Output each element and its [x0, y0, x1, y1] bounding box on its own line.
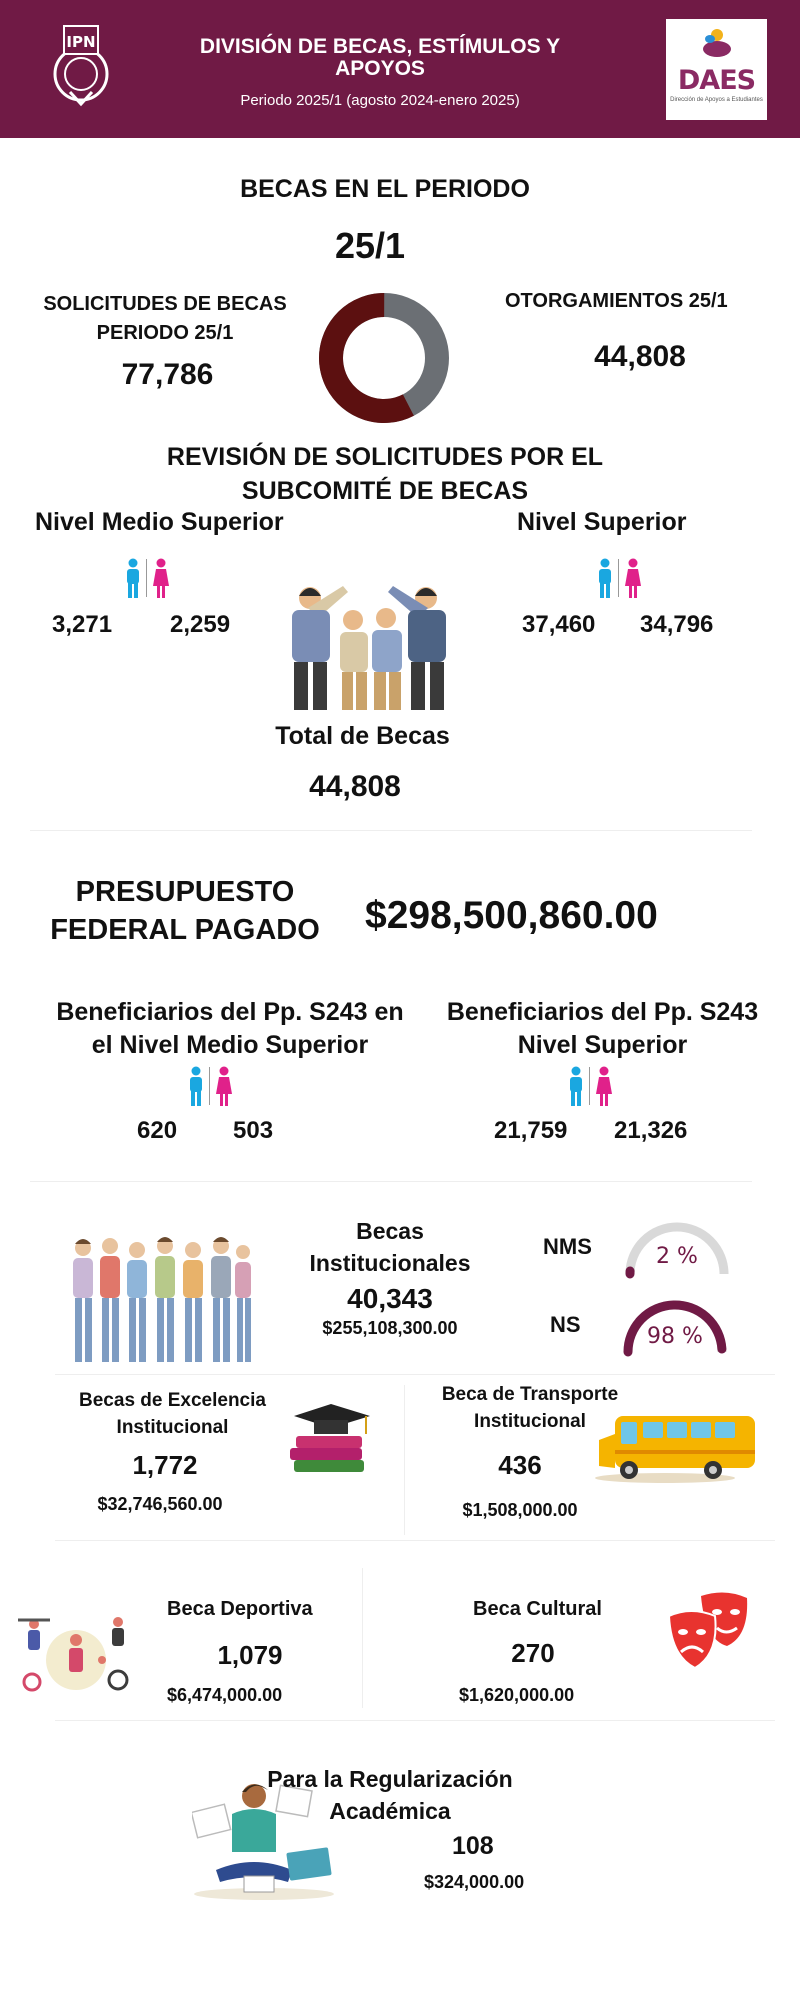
solicitudes-value: 77,786 — [121, 358, 214, 391]
revision-nms-label: Nivel Medio Superior — [35, 508, 284, 536]
total-becas-label: Total de Becas — [275, 722, 450, 750]
student-group-illustration — [73, 1237, 251, 1362]
s243-nms-gender-icons — [188, 1066, 233, 1106]
theater-masks-icon — [667, 1592, 748, 1670]
ipn-logo-icon: IPN — [53, 25, 109, 107]
institucionales-count: 40,343 — [347, 1283, 433, 1314]
becas-periodo-period: 25/1 — [334, 225, 406, 266]
male-icon — [127, 558, 139, 598]
becas-periodo-title: BECAS EN EL PERIODO — [240, 175, 530, 203]
revision-ns-male: 37,460 — [522, 611, 596, 638]
deportiva-amount: $6,474,000.00 — [167, 1685, 283, 1705]
transporte-count: 436 — [498, 1450, 542, 1480]
page-title: DIVISIÓN DE BECAS, ESTÍMULOS Y APOYOS — [199, 35, 561, 80]
divider — [30, 1181, 752, 1182]
school-bus-icon — [595, 1416, 755, 1483]
daes-logo-subtext: Dirección de Apoyos a Estudiantes — [670, 97, 763, 103]
revision-ns-label: Nivel Superior — [517, 508, 687, 536]
divider — [55, 1720, 775, 1721]
student-studying-illustration — [192, 1784, 334, 1900]
presupuesto-label: PRESUPUESTO FEDERAL PAGADO — [50, 876, 320, 946]
revision-title: REVISIÓN DE SOLICITUDES POR EL SUBCOMITÉ… — [166, 443, 604, 505]
header-period: Periodo 2025/1 (agosto 2024-enero 2025) — [240, 92, 520, 109]
male-icon — [190, 1066, 202, 1106]
graduation-cap-books-icon — [290, 1404, 370, 1472]
male-icon — [599, 558, 611, 598]
nms-gauge-percent: 2 % — [656, 1244, 698, 1269]
gauge-fill — [623, 1300, 727, 1357]
s243-nms-male: 620 — [137, 1117, 178, 1144]
daes-logo: DAES Dirección de Apoyos a Estudiantes — [666, 19, 767, 120]
solicitudes-label: SOLICITUDES DE BECAS PERIODO 25/1 — [43, 293, 287, 344]
total-becas-value: 44,808 — [309, 770, 401, 803]
students-celebrating-illustration — [292, 586, 446, 710]
revision-nms-gender-icons — [125, 558, 170, 598]
cultural-amount: $1,620,000.00 — [459, 1685, 575, 1705]
vertical-divider — [404, 1385, 405, 1535]
regularizacion-amount: $324,000.00 — [424, 1872, 525, 1892]
divider — [30, 830, 752, 831]
nms-gauge-label: NMS — [543, 1234, 592, 1259]
institucionales-amount: $255,108,300.00 — [322, 1318, 458, 1338]
revision-ns-female: 34,796 — [640, 611, 714, 638]
nms-gauge — [625, 1222, 729, 1279]
male-icon — [570, 1066, 582, 1106]
female-icon — [153, 558, 169, 598]
ns-gauge-percent: 98 % — [647, 1324, 703, 1349]
excelencia-amount: $32,746,560.00 — [97, 1494, 223, 1514]
female-icon — [216, 1066, 232, 1106]
cultural-count: 270 — [511, 1638, 555, 1668]
excelencia-label: Becas de Excelencia Institucional — [79, 1390, 266, 1438]
header-banner: IPN DIVISIÓN DE BECAS, ESTÍMULOS Y APOYO… — [0, 0, 800, 138]
s243-ns-male: 21,759 — [494, 1117, 568, 1144]
regularizacion-count: 108 — [452, 1832, 494, 1860]
s243-ns-label: Beneficiarios del Pp. S243 Nivel Superio… — [446, 998, 759, 1059]
daes-logo-text: DAES — [677, 65, 756, 96]
divider — [55, 1374, 775, 1375]
sports-people-illustration — [18, 1617, 129, 1692]
transporte-label: Beca de Transporte Institucional — [441, 1384, 619, 1432]
ns-gauge — [623, 1300, 727, 1357]
ipn-logo-text: IPN — [66, 33, 95, 51]
female-icon — [625, 558, 641, 598]
institucionales-label: Becas Institucionales — [309, 1218, 471, 1276]
excelencia-count: 1,772 — [132, 1450, 198, 1480]
gauge-track — [625, 1222, 729, 1275]
presupuesto-value: $298,500,860.00 — [365, 894, 658, 937]
s243-nms-label: Beneficiarios del Pp. S243 en el Nivel M… — [56, 998, 404, 1059]
revision-nms-female: 2,259 — [170, 611, 231, 638]
vertical-divider — [362, 1568, 363, 1708]
deportiva-label: Beca Deportiva — [167, 1598, 313, 1620]
female-icon — [596, 1066, 612, 1106]
otorgamientos-label: OTORGAMIENTOS 25/1 — [505, 290, 728, 312]
becas-donut-chart — [319, 293, 449, 423]
regularizacion-label: Para la Regularización Académica — [267, 1766, 513, 1824]
transporte-amount: $1,508,000.00 — [462, 1500, 578, 1520]
revision-nms-male: 3,271 — [52, 611, 113, 638]
otorgamientos-value: 44,808 — [594, 340, 686, 373]
deportiva-count: 1,079 — [217, 1640, 283, 1670]
ns-gauge-label: NS — [550, 1312, 581, 1337]
divider — [55, 1540, 775, 1541]
revision-ns-gender-icons — [597, 558, 642, 598]
donut-arc — [319, 293, 449, 423]
daes-figure-icon — [703, 29, 731, 57]
cultural-label: Beca Cultural — [473, 1598, 602, 1620]
s243-ns-gender-icons — [568, 1066, 613, 1106]
s243-ns-female: 21,326 — [614, 1117, 688, 1144]
s243-nms-female: 503 — [233, 1117, 274, 1144]
